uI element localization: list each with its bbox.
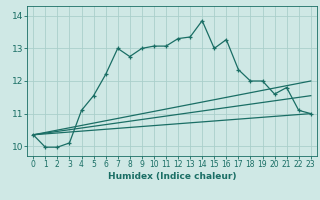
X-axis label: Humidex (Indice chaleur): Humidex (Indice chaleur) [108, 172, 236, 181]
